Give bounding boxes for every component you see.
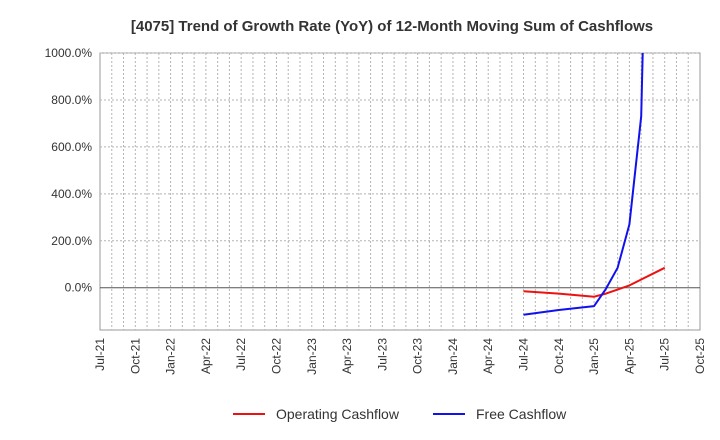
x-tick-label: Jan-24: [446, 338, 460, 375]
x-tick-label: Jul-24: [517, 338, 531, 371]
x-tick-label: Oct-24: [552, 338, 566, 374]
legend-label: Free Cashflow: [476, 406, 567, 422]
plot-area: [99, 52, 701, 331]
x-tick-label: Apr-23: [340, 338, 354, 374]
x-tick-label: Oct-21: [128, 338, 142, 374]
chart-title: [4075] Trend of Growth Rate (YoY) of 12-…: [131, 18, 653, 35]
x-tick-label: Oct-22: [269, 338, 283, 374]
y-tick-label: 400.0%: [51, 187, 92, 201]
x-tick-label: Jan-23: [305, 338, 319, 375]
x-tick-label: Apr-24: [481, 338, 495, 374]
x-tick-label: Jul-22: [234, 338, 248, 371]
y-tick-label: 200.0%: [51, 234, 92, 248]
y-axis: 0.0% 200.0% 400.0% 600.0% 800.0% 1000.0%: [45, 46, 93, 295]
series-lines: [523, 53, 666, 316]
x-tick-label: Oct-23: [411, 338, 425, 374]
series-line-free-cashflow: [523, 53, 644, 316]
x-tick-label: Apr-22: [199, 338, 213, 374]
x-tick-label: Jan-22: [164, 338, 178, 375]
plot-frame: [99, 52, 701, 331]
x-tick-label: Jul-23: [375, 338, 389, 371]
y-tick-label: 1000.0%: [45, 46, 93, 60]
series-line-operating-cashflow: [523, 266, 666, 298]
x-tick-label: Apr-25: [622, 338, 636, 374]
y-tick-label: 800.0%: [51, 93, 92, 107]
x-tick-label: Oct-25: [693, 338, 707, 374]
x-tick-label: Jul-25: [658, 338, 672, 371]
x-tick-label: Jan-25: [587, 338, 601, 375]
y-tick-label: 0.0%: [65, 281, 93, 295]
x-axis: Jul-21 Oct-21 Jan-22 Apr-22 Jul-22 Oct-22 Jan-…: [93, 338, 707, 375]
grid-lines: [100, 52, 700, 330]
y-tick-label: 600.0%: [51, 140, 92, 154]
x-tick-label: Jul-21: [93, 338, 107, 371]
legend: Operating Cashflow Free Cashflow: [233, 406, 567, 422]
legend-label: Operating Cashflow: [276, 406, 400, 422]
